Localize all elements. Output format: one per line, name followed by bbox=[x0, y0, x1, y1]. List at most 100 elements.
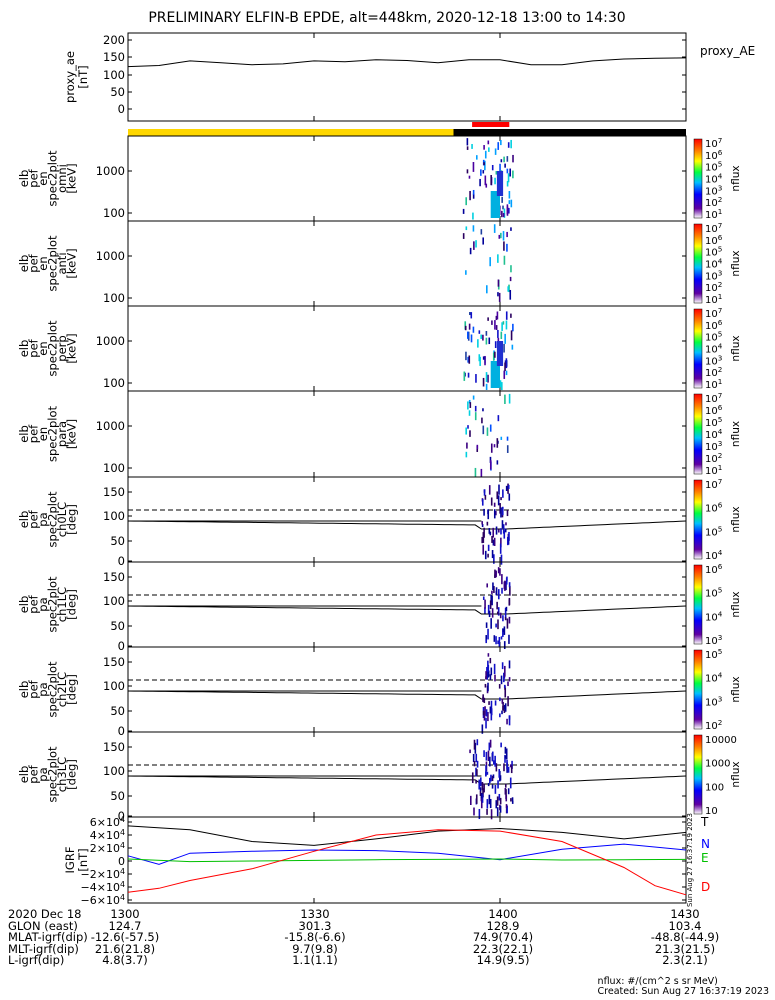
colorbar bbox=[693, 734, 703, 815]
spectrogram-pixel bbox=[489, 460, 492, 470]
l-value: 1.1(1.1) bbox=[292, 953, 338, 968]
mlat-value: -15.8(-6.6) bbox=[284, 930, 346, 945]
spectrogram-pixel bbox=[504, 617, 507, 621]
mlt-value: 9.7(9.8) bbox=[292, 941, 338, 956]
spectrogram-pixel bbox=[505, 606, 508, 612]
panel-ylabel: elb bbox=[17, 766, 31, 784]
spectrogram-pixel bbox=[468, 355, 471, 364]
spectrogram-pixel bbox=[490, 700, 493, 709]
mlt-value: 21.6(21.8) bbox=[94, 941, 156, 956]
colorbar-tick-label: 105 bbox=[705, 330, 722, 344]
ytick-label: 50 bbox=[110, 85, 125, 99]
panel-ylabel: spec2plot bbox=[46, 235, 60, 292]
panel-ylabel: en bbox=[36, 341, 50, 355]
colorbar-tick-label: 106 bbox=[705, 403, 723, 417]
spectrogram-pixel bbox=[497, 254, 499, 263]
glon-value: 301.3 bbox=[298, 918, 332, 933]
spectrogram-pixel bbox=[501, 587, 503, 594]
spectrogram-pixel bbox=[482, 356, 485, 360]
spectrogram-pixel bbox=[501, 574, 503, 585]
spectrogram-pixel bbox=[483, 145, 485, 150]
spectrogram-pixel bbox=[490, 594, 493, 603]
spectrogram-pixel bbox=[473, 807, 475, 816]
spectrogram-pixel bbox=[495, 511, 497, 516]
spectrogram-pixel bbox=[471, 144, 473, 149]
spectrogram-pixel bbox=[508, 715, 511, 726]
spectrogram-pixel bbox=[496, 311, 499, 320]
spectrogram-pixel bbox=[483, 697, 486, 704]
colorbar-tick-label: 107 bbox=[705, 306, 722, 320]
spectrogram-pixel bbox=[465, 197, 467, 206]
spectrogram-pixel bbox=[491, 608, 494, 618]
spectrogram-pixel bbox=[504, 746, 507, 754]
spectrogram-pixel bbox=[480, 792, 483, 799]
spectrogram-pixel bbox=[472, 212, 474, 220]
ytick-label: 50 bbox=[110, 789, 125, 803]
colorbar-tick-label: 102 bbox=[705, 365, 722, 379]
colorbar-tick-label: 101 bbox=[705, 377, 722, 391]
spectrogram-pixel bbox=[469, 247, 472, 255]
spectrogram-pixel bbox=[506, 436, 509, 441]
spectrogram-pixel bbox=[501, 710, 503, 715]
spectrogram-pixel bbox=[484, 355, 486, 366]
spectrogram-pixel bbox=[496, 611, 499, 615]
ytick-label: 100 bbox=[103, 206, 125, 220]
spectrogram-pixel bbox=[481, 782, 484, 791]
spectrogram-pixel bbox=[493, 635, 496, 642]
spectrogram-pixel bbox=[481, 724, 484, 734]
legend-label-N: N bbox=[701, 837, 710, 851]
spectrogram-pixel bbox=[487, 711, 489, 722]
panel-frame bbox=[127, 135, 687, 222]
spectrogram-pixel bbox=[507, 788, 510, 795]
ytick-label: −4×104 bbox=[81, 880, 125, 894]
spectrogram-pixel bbox=[494, 785, 497, 794]
spectrogram-pixel bbox=[485, 372, 488, 382]
spectrogram-pixel bbox=[505, 577, 508, 585]
xtick-label: 1430 bbox=[670, 907, 700, 921]
colorbar-tick-label: 104 bbox=[705, 671, 723, 685]
colorbar-tick-label: 107 bbox=[705, 136, 722, 150]
spectrogram-pixel bbox=[470, 312, 473, 319]
spectrogram-pixel bbox=[500, 159, 503, 163]
spectrogram-pixel bbox=[497, 415, 500, 422]
spectrogram-pixel bbox=[491, 164, 494, 171]
panel-ylabel: ch1LC bbox=[55, 587, 69, 622]
spectrogram-pixel bbox=[503, 241, 505, 251]
spectrogram-pixel bbox=[486, 285, 488, 294]
ytick-label: 0 bbox=[118, 639, 125, 653]
spectrogram-pixel bbox=[503, 763, 505, 772]
spectrogram-pixel bbox=[467, 331, 469, 339]
spectrogram-pixel bbox=[507, 173, 510, 183]
spectrogram-pixel bbox=[491, 590, 493, 594]
ytick-label: −2×104 bbox=[81, 867, 125, 881]
panel-ylabel: [keV] bbox=[65, 163, 79, 193]
spectrogram-pixel bbox=[483, 750, 485, 757]
xtick-label: 1330 bbox=[300, 907, 330, 921]
colorbar-tick-label: 105 bbox=[705, 524, 722, 538]
spectrogram-pixel bbox=[468, 323, 471, 330]
spectrogram-pixel bbox=[500, 742, 502, 748]
state-bar-black bbox=[453, 129, 686, 136]
spectrogram-pixel bbox=[506, 536, 509, 546]
ytick-label: 100 bbox=[103, 764, 125, 778]
spectrogram-pixel bbox=[500, 537, 502, 548]
panel-igrf bbox=[127, 816, 687, 904]
spectrogram-pixel bbox=[499, 805, 502, 813]
spectrogram-pixel bbox=[492, 774, 495, 779]
spectrogram-pixel bbox=[502, 628, 504, 637]
spectrogram-pixel bbox=[490, 709, 493, 721]
spectrogram-pixel bbox=[500, 140, 502, 146]
panel-ylabel: pef bbox=[27, 253, 41, 272]
spectrogram-pixel bbox=[487, 682, 489, 692]
colorbar-tick-label: 105 bbox=[705, 415, 722, 429]
spectrogram-pixel bbox=[496, 796, 499, 806]
spectrogram-pixel bbox=[505, 789, 507, 800]
spectrogram-pixel bbox=[472, 753, 475, 763]
colorbar-tick-label: 104 bbox=[705, 342, 723, 356]
spectrogram-pixel bbox=[506, 510, 509, 517]
colorbar bbox=[693, 479, 703, 560]
panel-ylabel: [keV] bbox=[65, 419, 79, 449]
spectrogram-pixel bbox=[512, 323, 514, 332]
spectrogram-pixel bbox=[504, 687, 507, 698]
spectrogram-pixel bbox=[508, 531, 510, 541]
